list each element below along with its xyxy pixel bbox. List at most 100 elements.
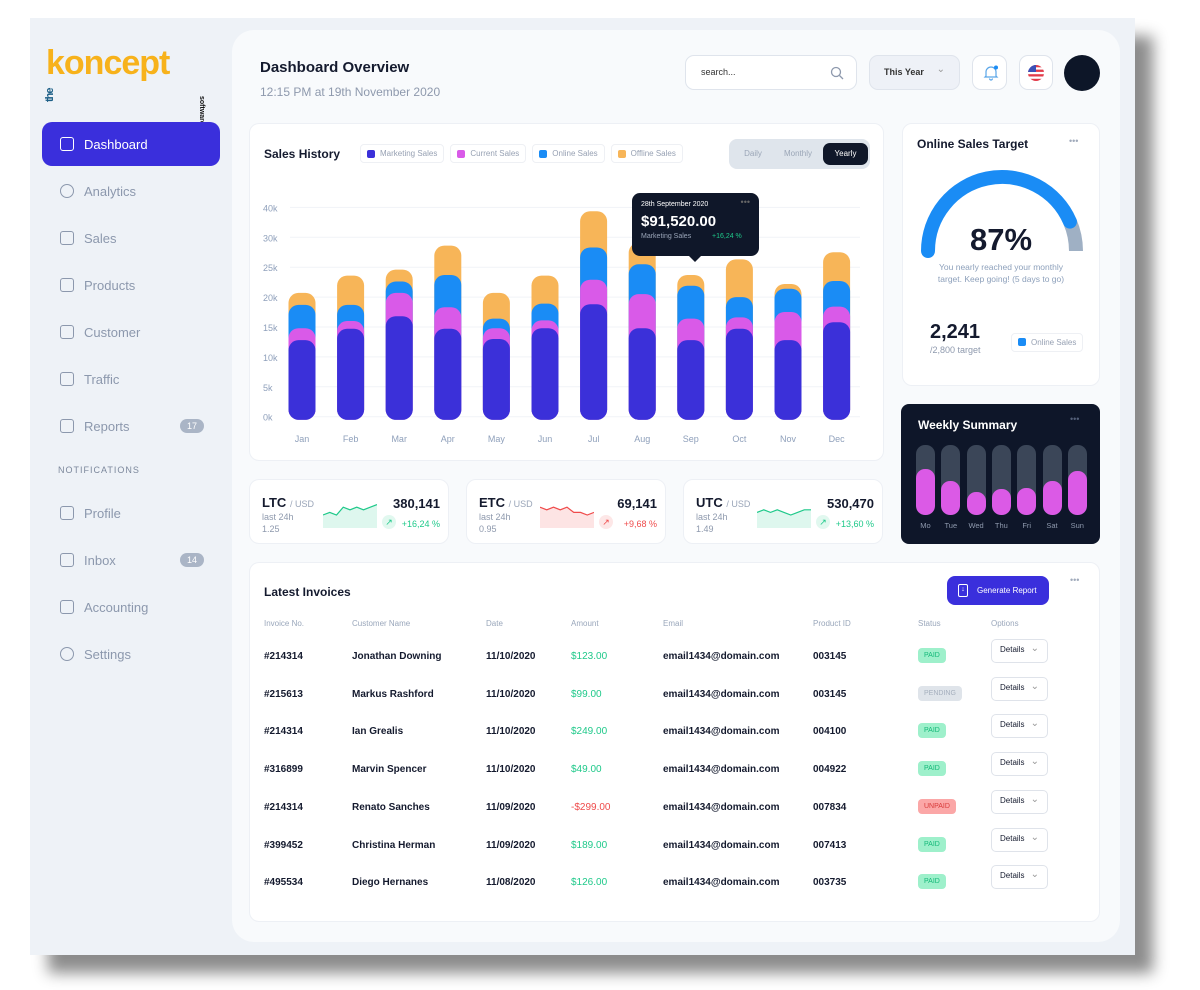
- cell-name: Renato Sanches: [352, 801, 430, 813]
- trend-arrow-icon: ↗: [599, 515, 613, 529]
- x-tick-label: Apr: [441, 434, 455, 444]
- chart-tooltip: 28th September 2020 ••• $91,520.00 Marke…: [632, 193, 759, 256]
- cell-name: Christina Herman: [352, 839, 436, 851]
- cell-pid: 004922: [813, 764, 847, 776]
- bar-dec: [823, 252, 851, 420]
- search-input[interactable]: search...: [685, 55, 857, 90]
- details-dropdown[interactable]: Details ⌄: [991, 639, 1048, 663]
- cell-date: 11/10/2020: [486, 764, 536, 776]
- details-dropdown[interactable]: Details ⌄: [991, 752, 1048, 777]
- sidebar-item-customer[interactable]: Customer: [42, 310, 220, 354]
- bar-segment-marketing-sales: [482, 338, 510, 420]
- tab-daily[interactable]: Daily: [744, 149, 762, 158]
- sidebar-item-accounting[interactable]: Accounting: [42, 585, 220, 629]
- coin-value: 69,141: [617, 496, 657, 511]
- coin-sub: 1.25: [262, 524, 280, 534]
- table-row[interactable]: #215613 Markus Rashford 11/10/2020 $99.00 em…: [264, 676, 1064, 708]
- bar-segment-marketing-sales: [531, 328, 559, 420]
- coin-period: last 24h: [479, 512, 511, 522]
- period-select[interactable]: This Year ⌄: [869, 55, 960, 90]
- sidebar-item-label: Customer: [84, 324, 141, 340]
- inbox-icon: [60, 553, 74, 567]
- coin-card-utc[interactable]: UTC / USD last 24h 1.49 530,470 +13,60 % ↗: [683, 479, 883, 544]
- weekly-day-label: Thu: [994, 521, 1008, 530]
- cell-no: #495534: [264, 877, 303, 889]
- bar-segment-marketing-sales: [677, 340, 705, 420]
- details-dropdown[interactable]: Details ⌄: [991, 827, 1048, 852]
- table-row[interactable]: #316899 Marvin Spencer 11/10/2020 $49.00 ema…: [264, 752, 1064, 783]
- sidebar-item-settings[interactable]: Settings: [42, 632, 220, 676]
- sidebar-item-dashboard[interactable]: Dashboard: [42, 122, 220, 166]
- chevron-down-icon: ⌄: [1030, 680, 1039, 692]
- sidebar-item-reports[interactable]: Reports 17: [42, 404, 220, 448]
- cell-amount: $249.00: [571, 726, 608, 738]
- details-dropdown[interactable]: Details ⌄: [991, 789, 1048, 814]
- logo-suffix: software: [198, 96, 205, 125]
- bar-aug: [628, 242, 656, 420]
- target-count: 2,241: [930, 321, 981, 343]
- sidebar-item-label: Products: [84, 277, 136, 293]
- status-badge: PAID: [918, 648, 946, 663]
- cell-no: #215613: [264, 688, 303, 700]
- bar-segment-marketing-sales: [628, 328, 656, 420]
- sidebar-item-analytics[interactable]: Analytics: [42, 169, 220, 213]
- bar-segment-marketing-sales: [337, 328, 365, 420]
- details-dropdown[interactable]: Details ⌄: [991, 714, 1048, 739]
- sidebar-item-traffic[interactable]: Traffic: [42, 357, 220, 401]
- weekly-bar-fri: [1017, 445, 1037, 515]
- more-icon[interactable]: •••: [1070, 575, 1080, 585]
- x-tick-label: Jun: [538, 434, 553, 444]
- tab-yearly[interactable]: Yearly: [823, 143, 868, 165]
- sidebar-item-inbox[interactable]: Inbox 14: [42, 538, 220, 582]
- bar-jun: [531, 275, 559, 420]
- table-row[interactable]: #399452 Christina Herman 11/09/2020 $189.00…: [264, 827, 1064, 859]
- notifications-button[interactable]: [972, 55, 1007, 90]
- coin-card-etc[interactable]: ETC / USD last 24h 0.95 69,141 +9,68 % ↗: [466, 479, 666, 544]
- table-row[interactable]: #214314 Ian Grealis 11/10/2020 $249.00 email…: [264, 714, 1064, 745]
- tab-monthly[interactable]: Monthly: [783, 149, 812, 158]
- cell-name: Markus Rashford: [352, 688, 434, 700]
- cell-email: email1434@domain.com: [663, 839, 780, 851]
- sidebar-item-profile[interactable]: Profile: [42, 491, 220, 535]
- language-button[interactable]: [1019, 55, 1053, 90]
- bar-segment-marketing-sales: [434, 328, 462, 420]
- cell-pid: 004100: [813, 726, 847, 738]
- y-tick-label: 25k: [263, 263, 278, 273]
- cell-pid: 007413: [813, 839, 847, 851]
- status-badge: PENDING: [918, 685, 962, 701]
- more-icon[interactable]: •••: [1070, 414, 1080, 424]
- table-row[interactable]: #214314 Jonathan Downing 11/10/2020 $123.00…: [264, 639, 1064, 670]
- coin-card-ltc[interactable]: LTC / USD last 24h 1.25 380,141 +16,24 % ↗: [249, 479, 449, 544]
- table-row[interactable]: #495534 Diego Hernanes 11/08/2020 $126.00 em…: [264, 865, 1064, 896]
- sales-chart: 0k 5k 10k 15k 20k 25k 30k 40k Jan Feb Mar Apr May Jun…: [263, 203, 860, 444]
- weekly-day-label: Sat: [1046, 521, 1058, 530]
- details-dropdown[interactable]: Details ⌄: [991, 865, 1048, 890]
- us-flag-icon: [1028, 65, 1044, 81]
- chevron-down-icon: ⌄: [1030, 756, 1039, 768]
- bag-icon: [60, 278, 74, 292]
- chevron-down-icon: ⌄: [936, 64, 945, 75]
- cell-name: Diego Hernanes: [352, 877, 429, 889]
- sidebar-item-label: Analytics: [84, 183, 137, 199]
- y-tick-label: 10k: [263, 353, 278, 363]
- details-dropdown[interactable]: Details ⌄: [991, 676, 1048, 701]
- bar-segment-marketing-sales: [774, 340, 802, 420]
- sidebar-item-label: Dashboard: [84, 136, 148, 152]
- sidebar-item-sales[interactable]: Sales: [42, 216, 220, 260]
- more-icon[interactable]: •••: [1069, 136, 1079, 146]
- sidebar-item-products[interactable]: Products: [42, 263, 220, 307]
- column-header: Customer Name: [352, 619, 411, 628]
- image-icon: [60, 372, 74, 386]
- generate-report-button[interactable]: ↓ Generate Report: [947, 576, 1049, 605]
- weekly-day-label: Mo: [920, 521, 931, 530]
- status-badge: PAID: [918, 761, 946, 777]
- target-title: Online Sales Target: [917, 137, 1029, 151]
- sidebar-item-label: Reports: [84, 418, 130, 434]
- gear-icon: [60, 647, 74, 661]
- cell-no: #214314: [264, 651, 303, 662]
- weekly-day-label: Wed: [968, 521, 984, 530]
- avatar[interactable]: [1064, 55, 1100, 91]
- chevron-down-icon: ⌄: [1030, 643, 1039, 654]
- coin-change: +9,68 %: [623, 519, 657, 529]
- table-row[interactable]: #214314 Renato Sanches 11/09/2020 -$299.00 e…: [264, 789, 1064, 821]
